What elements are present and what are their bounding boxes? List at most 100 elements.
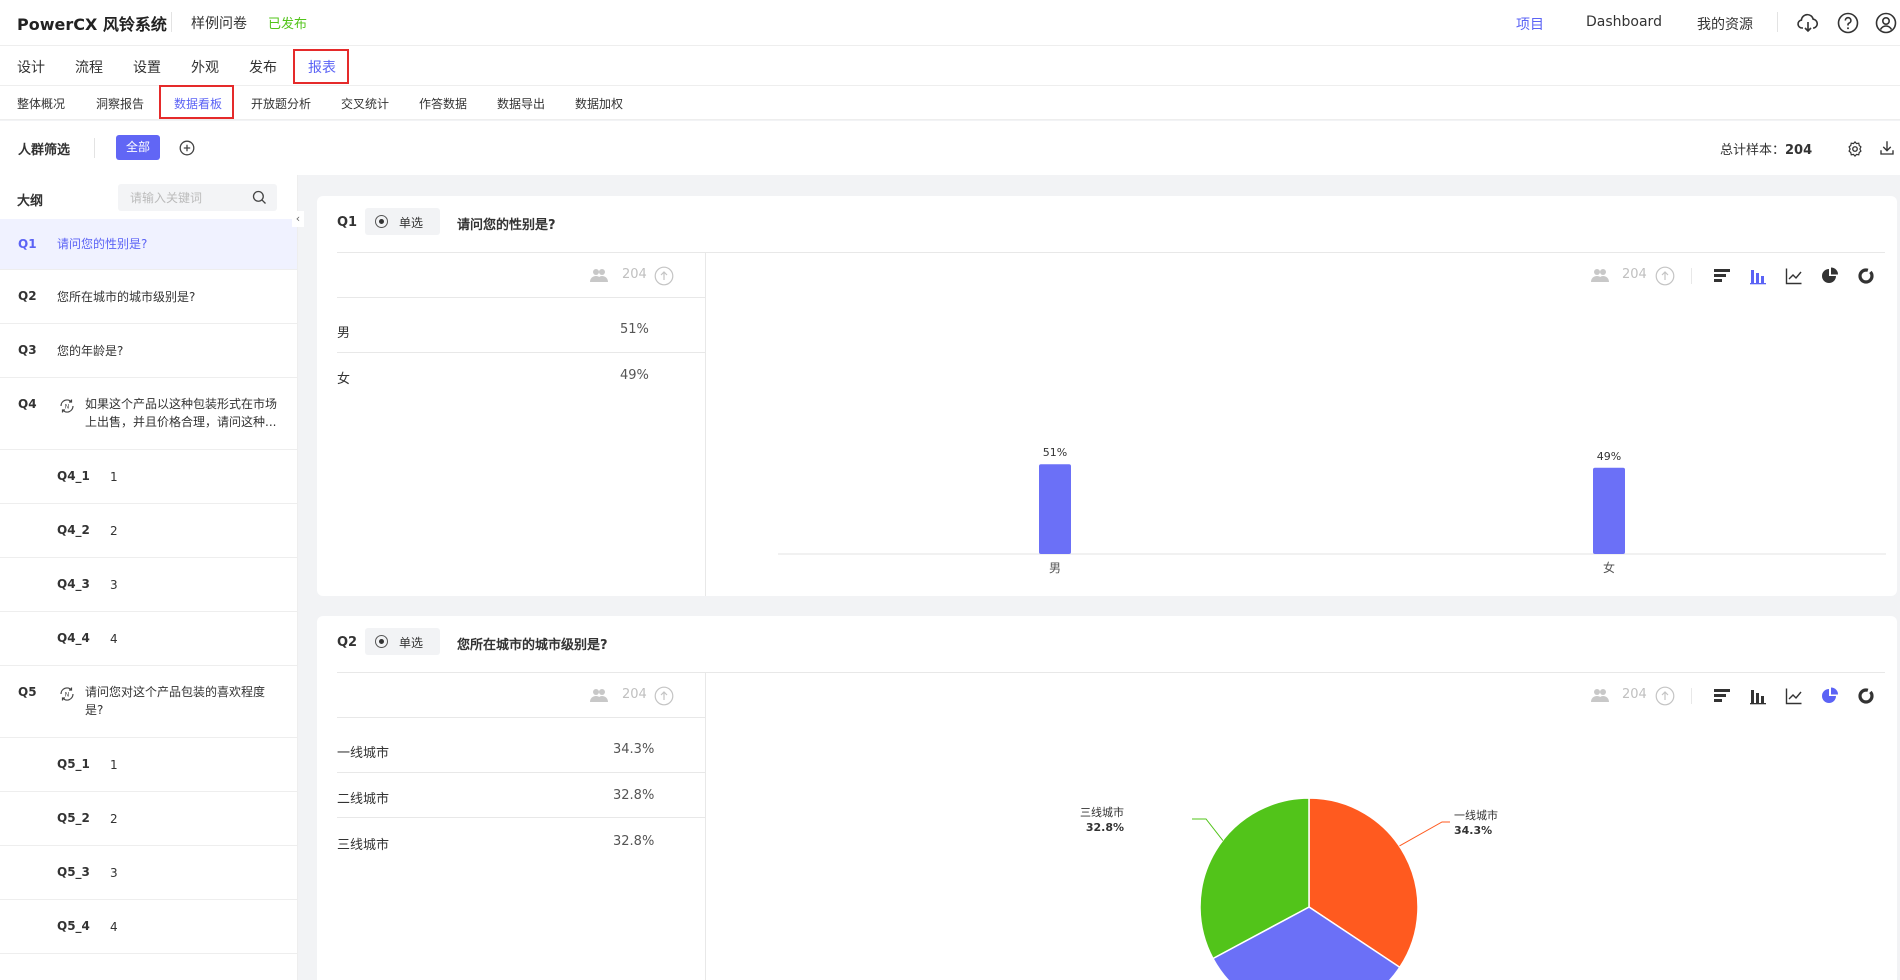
divider [337, 252, 1885, 253]
x-tick-label: 女 [1603, 560, 1615, 575]
vertical-bar-chart-icon[interactable] [1749, 267, 1767, 285]
question-text-line1: 如果这个产品以这种包装形式在市场 [85, 397, 278, 411]
question-type-label: 单选 [399, 636, 424, 650]
tab-publish[interactable]: 发布 [249, 60, 277, 76]
donut-chart-icon[interactable] [1857, 687, 1875, 705]
card-question-title: 请问您的性别是? [457, 218, 556, 233]
tab-reports[interactable]: 报表 [308, 60, 336, 76]
help-icon[interactable] [1836, 11, 1860, 35]
outline-item-q4-1[interactable]: Q4_1 1 [0, 450, 297, 504]
outline-header: 大纲 [0, 175, 297, 219]
outline-item-q4-3[interactable]: Q4_3 3 [0, 558, 297, 612]
filter-bar: 人群筛选 全部 总计样本：204 [0, 121, 1900, 175]
search-icon[interactable] [252, 190, 267, 205]
pie-leader-line [1192, 818, 1224, 841]
outline-item-q3[interactable]: Q3 您的年龄是? [0, 324, 297, 378]
nps-question-icon: N [60, 399, 74, 413]
cloud-download-icon[interactable] [1796, 11, 1820, 35]
option-percent: 32.8% [613, 788, 655, 803]
option-percent: 51% [620, 322, 649, 337]
report-subtabs: 整体概况 洞察报告 数据看板 开放题分析 交叉统计 作答数据 数据导出 数据加权 [0, 85, 1900, 120]
people-icon [1591, 269, 1609, 282]
settings-icon[interactable] [1846, 140, 1864, 158]
subtab-open-question-analysis[interactable]: 开放题分析 [251, 97, 312, 111]
divider [337, 772, 705, 773]
question-number: Q1 [18, 237, 37, 251]
divider [337, 297, 705, 298]
user-icon[interactable] [1874, 11, 1898, 35]
subtab-data-export[interactable]: 数据导出 [497, 97, 546, 111]
all-filter-button[interactable]: 全部 [116, 135, 160, 160]
bar [1039, 464, 1071, 554]
question-number: Q4_4 [57, 631, 90, 645]
project-name[interactable]: 样例问卷 [191, 16, 247, 32]
subtab-overview[interactable]: 整体概况 [17, 97, 66, 111]
outline-item-q4-4[interactable]: Q4_4 4 [0, 612, 297, 666]
line-chart-icon[interactable] [1785, 687, 1803, 705]
outline-search-input[interactable] [118, 184, 238, 211]
outline-title: 大纲 [17, 194, 44, 209]
horizontal-bar-chart-icon[interactable] [1713, 267, 1731, 285]
radio-icon [375, 215, 388, 228]
question-number: Q4_2 [57, 523, 90, 537]
question-number: Q4 [18, 397, 37, 411]
download-icon[interactable] [1878, 139, 1896, 157]
tab-flow[interactable]: 流程 [75, 60, 103, 76]
option-percent: 32.8% [613, 834, 655, 849]
subtab-data-weighting[interactable]: 数据加权 [575, 97, 624, 111]
donut-chart-icon[interactable] [1857, 267, 1875, 285]
outline-search-box [118, 184, 277, 211]
outline-item-q1[interactable]: Q1 请问您的性别是? [0, 219, 297, 270]
outline-item-q5-4[interactable]: Q5_4 4 [0, 900, 297, 954]
total-sample-label: 总计样本： [1720, 143, 1786, 158]
crowd-filter-label: 人群筛选 [18, 143, 71, 158]
nav-my-resources[interactable]: 我的资源 [1697, 17, 1753, 33]
people-icon [590, 269, 608, 282]
outline-item-q2[interactable]: Q2 您所在城市的城市级别是? [0, 270, 297, 324]
response-count: 204 [622, 687, 647, 702]
line-chart-icon[interactable] [1785, 267, 1803, 285]
outline-item-q5-3[interactable]: Q5_3 3 [0, 846, 297, 900]
sort-icon[interactable] [654, 266, 674, 286]
outline-item-q4-2[interactable]: Q4_2 2 [0, 504, 297, 558]
people-icon [590, 689, 608, 702]
collapse-sidebar-icon[interactable]: ‹ [292, 211, 304, 227]
sort-icon[interactable] [1655, 686, 1675, 706]
outline-item-q4[interactable]: Q4 N 如果这个产品以这种包装形式在市场 上出售，并且价格合理，请问这种... [0, 378, 297, 450]
tab-appearance[interactable]: 外观 [191, 60, 219, 76]
outline-item-q5-1[interactable]: Q5_1 1 [0, 738, 297, 792]
nps-question-icon: N [60, 687, 74, 701]
tab-design[interactable]: 设计 [17, 60, 45, 76]
divider [337, 672, 1885, 673]
outline-item-q5-2[interactable]: Q5_2 2 [0, 792, 297, 846]
divider [171, 12, 172, 32]
subtab-data-dashboard[interactable]: 数据看板 [174, 97, 223, 111]
vertical-bar-chart-icon[interactable] [1749, 687, 1767, 705]
dashboard-main: Q1 单选 请问您的性别是? 204 男 51% 女 49% 204 [298, 175, 1900, 980]
app-logo[interactable]: PowerCX 风铃系统 [17, 15, 167, 34]
add-filter-icon[interactable] [179, 140, 195, 156]
x-tick-label: 男 [1049, 561, 1061, 575]
sort-icon[interactable] [1655, 266, 1675, 286]
nav-projects[interactable]: 项目 [1516, 17, 1544, 33]
tab-settings[interactable]: 设置 [133, 60, 161, 76]
subtab-response-data[interactable]: 作答数据 [419, 97, 468, 111]
radio-icon [375, 635, 388, 648]
question-text: 3 [110, 578, 118, 592]
outline-item-q5[interactable]: Q5 N 请问您对这个产品包装的喜欢程度 是? [0, 666, 297, 738]
question-text: 请问您的性别是? [57, 237, 148, 251]
card-header: Q2 单选 您所在城市的城市级别是? [317, 616, 1897, 672]
pie-chart-icon[interactable] [1821, 267, 1839, 285]
subtab-insight-report[interactable]: 洞察报告 [96, 97, 145, 111]
sort-icon[interactable] [654, 686, 674, 706]
question-text: 您所在城市的城市级别是? [57, 290, 196, 304]
question-text-line2: 上出售，并且价格合理，请问这种... [85, 415, 277, 429]
nav-dashboard[interactable]: Dashboard [1586, 14, 1662, 30]
question-text: 3 [110, 866, 118, 880]
question-number: Q2 [18, 289, 37, 303]
question-text: 1 [110, 758, 118, 772]
question-text: 4 [110, 632, 118, 646]
subtab-cross-stats[interactable]: 交叉统计 [341, 97, 390, 111]
horizontal-bar-chart-icon[interactable] [1713, 687, 1731, 705]
pie-chart-icon[interactable] [1821, 687, 1839, 705]
